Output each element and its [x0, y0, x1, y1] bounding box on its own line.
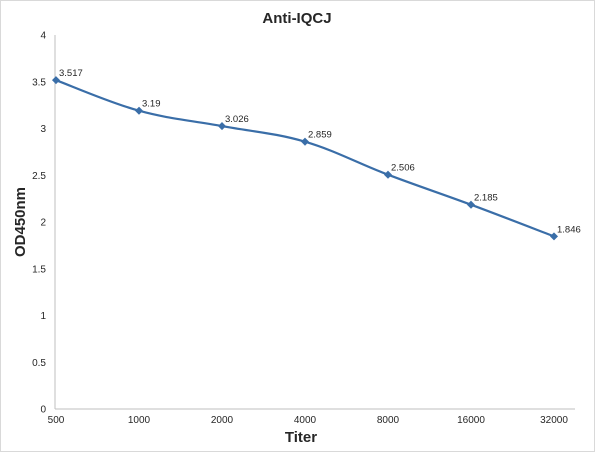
- data-point-marker: [217, 122, 227, 131]
- y-tick-label: 3: [40, 124, 46, 135]
- y-tick-label: 1: [40, 311, 46, 322]
- y-tick-labels: 0 0.5 1 1.5 2 2.5 3 3.5 4: [32, 31, 46, 416]
- data-point-marker: [51, 76, 61, 85]
- data-point-marker: [300, 137, 310, 146]
- data-label: 2.506: [391, 163, 415, 174]
- data-label: 2.185: [474, 193, 498, 204]
- data-label: 3.517: [59, 68, 83, 79]
- y-tick-label: 4: [40, 31, 46, 42]
- axes: [54, 35, 575, 410]
- x-tick-label: 1000: [128, 415, 151, 426]
- data-point-marker: [466, 200, 476, 209]
- series-od450: 3.517 3.19 3.026 2.859 2.506 2.185 1.846: [51, 68, 581, 241]
- data-label: 3.026: [225, 114, 249, 125]
- series-line: [54, 79, 556, 238]
- x-tick-label: 4000: [294, 415, 317, 426]
- y-tick-label: 0: [40, 405, 46, 416]
- data-label: 3.19: [142, 99, 161, 110]
- data-point-marker: [134, 106, 144, 115]
- y-tick-label: 3.5: [32, 77, 46, 88]
- x-tick-label: 500: [48, 415, 65, 426]
- data-label: 1.846: [557, 224, 581, 235]
- x-tick-label: 32000: [540, 415, 568, 426]
- data-label: 2.859: [308, 130, 332, 141]
- data-point-marker: [383, 170, 393, 179]
- data-point-marker: [549, 232, 559, 241]
- y-tick-label: 1.5: [32, 264, 46, 275]
- x-tick-label: 2000: [211, 415, 234, 426]
- chart-title: Anti-IQCJ: [262, 10, 331, 27]
- y-tick-label: 0.5: [32, 358, 46, 369]
- x-tick-label: 16000: [457, 415, 485, 426]
- y-tick-label: 2.5: [32, 171, 46, 182]
- x-tick-label: 8000: [377, 415, 400, 426]
- y-tick-label: 2: [40, 218, 46, 229]
- x-axis-title: Titer: [285, 429, 317, 446]
- y-axis-title: OD450nm: [12, 187, 29, 257]
- x-tick-labels: 500 1000 2000 4000 8000 16000 32000: [48, 415, 569, 426]
